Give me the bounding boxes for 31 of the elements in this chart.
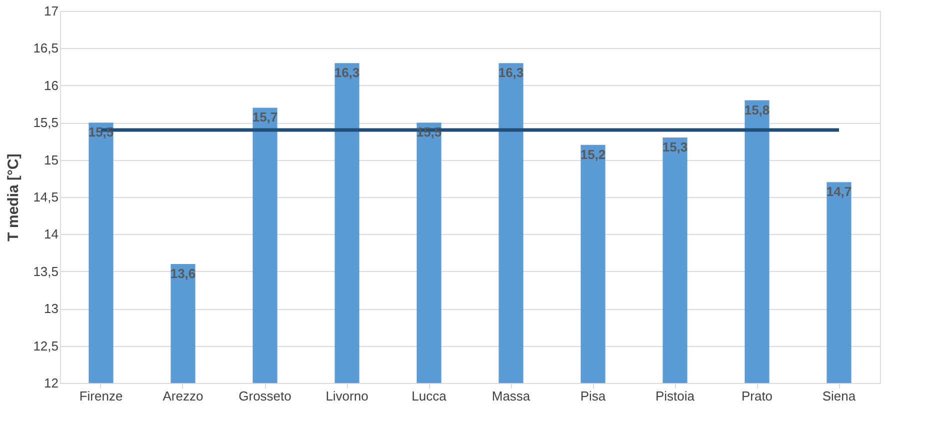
data-label: 15,8 <box>744 102 770 118</box>
x-tick-label: Grosseto <box>238 388 292 404</box>
x-tick-label: Firenze <box>79 388 123 404</box>
y-tick-label: 13,5 <box>33 264 58 279</box>
y-axis-title: T media [°C] <box>5 154 22 242</box>
x-tick-label: Arezzo <box>162 388 204 404</box>
y-tick-label: 16,5 <box>33 40 58 56</box>
y-tick-label: 17 <box>44 4 58 18</box>
data-label: 15,7 <box>252 110 278 125</box>
x-tick-label: Siena <box>822 388 856 404</box>
x-tick-label: Pisa <box>580 388 606 404</box>
x-tick-label: Livorno <box>326 388 368 404</box>
x-tick-label: Pistoia <box>655 388 696 404</box>
y-tick-label: 14,5 <box>33 190 58 204</box>
x-tick-label: Massa <box>492 388 531 404</box>
y-tick-label: 12 <box>44 376 58 390</box>
y-tick-label: 15,5 <box>33 115 58 130</box>
y-tick-label: 12,5 <box>33 338 58 354</box>
data-label: 13,6 <box>170 266 196 281</box>
y-tick-label: 15 <box>44 152 58 168</box>
data-label: 15,2 <box>580 146 606 162</box>
data-label: 15,5 <box>88 124 114 140</box>
data-label: 14,7 <box>826 184 852 200</box>
x-tick-label: Prato <box>741 388 773 404</box>
data-label: 15,3 <box>662 139 688 154</box>
y-tick-label: 13 <box>44 301 58 316</box>
y-tick-label: 16 <box>44 78 58 93</box>
x-tick-label: Lucca <box>412 388 448 404</box>
y-tick-label: 14 <box>44 226 58 242</box>
data-label: 16,3 <box>498 65 524 80</box>
data-label: 16,3 <box>334 65 360 80</box>
